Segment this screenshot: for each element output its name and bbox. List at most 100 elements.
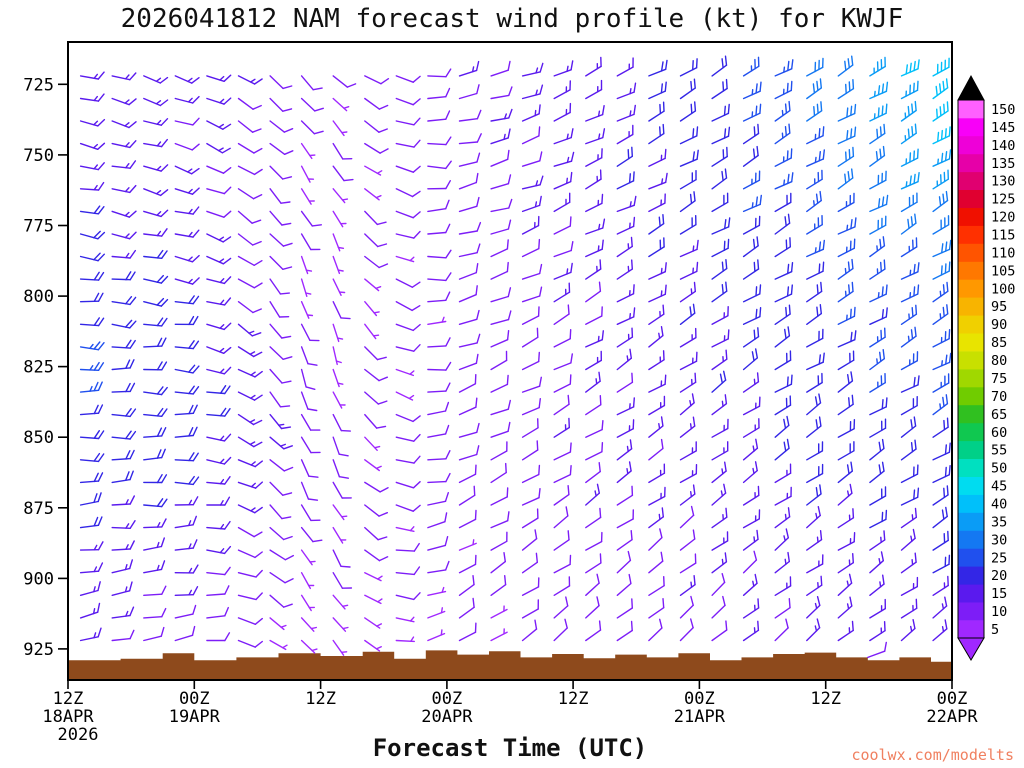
wind-barb — [869, 236, 886, 258]
wind-barb — [932, 261, 951, 280]
wind-barb — [648, 618, 663, 642]
wind-barb — [932, 329, 951, 348]
colorbar-segment — [958, 279, 984, 298]
colorbar-tick-label: 140 — [991, 138, 1015, 154]
wind-barb — [79, 271, 105, 281]
colorbar-tick-label: 15 — [991, 586, 1007, 602]
wind-barb — [585, 531, 603, 551]
wind-barb — [900, 262, 920, 280]
colorbar-tick-label: 40 — [991, 497, 1007, 513]
wind-barb — [79, 162, 105, 171]
wind-barb — [648, 148, 667, 167]
wind-barb — [679, 575, 696, 596]
wind-barb — [111, 559, 134, 574]
colorbar-segment — [958, 422, 984, 442]
wind-barb — [869, 621, 886, 642]
wind-barb — [837, 330, 857, 348]
wind-barb — [616, 485, 634, 506]
wind-barb — [553, 102, 572, 122]
wind-barb — [869, 327, 886, 348]
wind-barb — [237, 165, 263, 176]
wind-barb — [111, 184, 137, 194]
wind-barb — [143, 97, 169, 107]
wind-barb — [742, 81, 762, 100]
wind-barb — [395, 255, 415, 263]
wind-barb — [711, 507, 728, 529]
wind-barb — [711, 192, 729, 213]
wind-barb — [837, 103, 857, 122]
wind-barb — [490, 239, 509, 258]
wind-barb — [332, 617, 349, 632]
wind-barb — [237, 617, 263, 625]
wind-barb — [143, 537, 166, 551]
wind-barb — [711, 595, 726, 619]
wind-barb — [616, 171, 635, 190]
wind-barb — [427, 160, 452, 170]
wind-barb — [490, 174, 512, 190]
wind-barb — [332, 142, 353, 160]
wind-barb — [174, 515, 198, 529]
wind-barb — [774, 395, 792, 416]
colorbar-segment — [958, 494, 984, 513]
wind-barb — [300, 323, 320, 342]
wind-barb — [585, 306, 603, 325]
x-tick-label: 00Z — [684, 689, 715, 709]
watermark-link[interactable]: coolwx.com/modelts — [851, 746, 1014, 764]
wind-barb — [900, 439, 917, 461]
wind-barb — [679, 529, 696, 551]
wind-barb — [427, 87, 451, 100]
wind-barb — [300, 255, 313, 275]
wind-barb — [490, 128, 511, 145]
wind-barb — [269, 278, 290, 295]
wind-barb — [553, 374, 572, 393]
wind-barb — [679, 214, 697, 235]
wind-barb — [111, 495, 136, 506]
wind-barb — [585, 620, 602, 642]
wind-barb — [111, 470, 134, 484]
wind-barb — [269, 594, 293, 608]
wind-barb — [143, 361, 168, 371]
wind-barb — [806, 506, 821, 529]
wind-barb — [553, 262, 573, 280]
wind-barb — [237, 346, 263, 358]
wind-barb — [395, 230, 421, 239]
wind-barb — [364, 301, 380, 317]
wind-barb — [332, 75, 357, 88]
wind-barb — [395, 481, 421, 489]
wind-barb — [932, 485, 949, 506]
wind-barb — [395, 542, 420, 552]
wind-barb — [111, 120, 137, 129]
wind-barb — [111, 271, 136, 281]
wind-barb — [427, 424, 450, 438]
wind-barb — [364, 549, 389, 562]
wind-barb — [774, 172, 794, 190]
wind-barb — [648, 416, 664, 438]
wind-barb — [237, 526, 263, 538]
wind-barb — [364, 165, 383, 176]
wind-barb — [427, 272, 452, 282]
wind-barb — [490, 219, 512, 235]
colorbar-over-arrow — [957, 74, 985, 101]
wind-barb — [490, 605, 508, 619]
wind-barb — [585, 371, 601, 393]
wind-barb — [616, 57, 634, 77]
wind-barb — [900, 464, 919, 484]
wind-barb — [616, 146, 633, 167]
wind-barb — [932, 373, 950, 393]
wind-barb — [521, 529, 538, 551]
wind-barb — [742, 598, 760, 619]
wind-barb — [490, 441, 508, 461]
wind-barb — [206, 322, 232, 331]
wind-barb — [900, 552, 917, 574]
wind-barb — [143, 386, 168, 396]
wind-barb — [648, 374, 667, 393]
wind-barb — [237, 142, 263, 154]
wind-barb — [300, 459, 319, 478]
wind-barb — [332, 255, 344, 275]
wind-barb — [900, 326, 917, 348]
x-axis-title: Forecast Time (UTC) — [372, 734, 648, 762]
wind-barb — [269, 391, 291, 408]
wind-barb — [269, 75, 293, 90]
colorbar-tick-label: 25 — [991, 550, 1007, 566]
wind-barb — [869, 123, 886, 145]
